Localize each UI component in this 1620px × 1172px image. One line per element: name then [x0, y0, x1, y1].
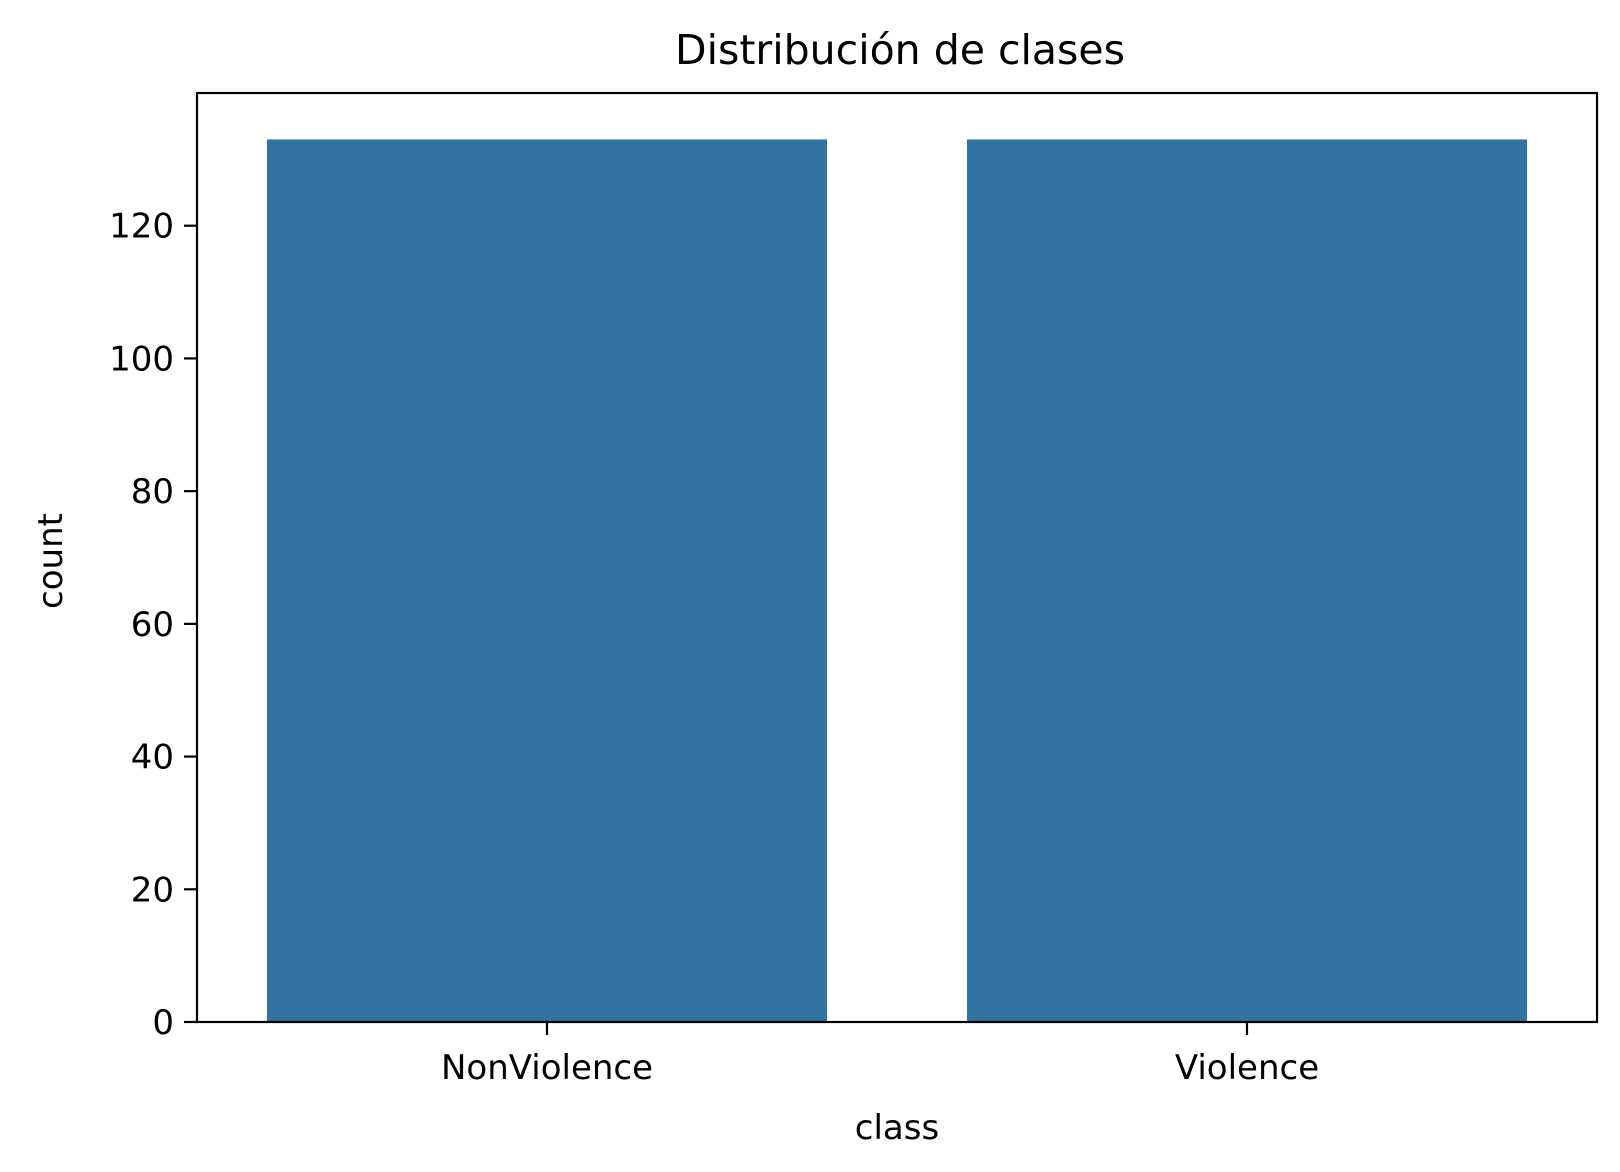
x-tick-label: NonViolence: [441, 1048, 653, 1088]
y-tick-label: 100: [109, 339, 174, 379]
x-axis: NonViolence Violence: [441, 1022, 1319, 1088]
y-tick-label: 60: [131, 605, 174, 645]
x-tick-label: Violence: [1175, 1048, 1319, 1088]
bar-violence: [967, 139, 1527, 1022]
bars-group: [267, 139, 1527, 1022]
y-tick-label: 40: [131, 738, 174, 778]
y-axis: 0 20 40 60 80 100 120: [109, 207, 197, 1043]
plot-area-frame: [195, 91, 1599, 1024]
y-tick-label: 20: [131, 870, 174, 910]
x-axis-title: class: [855, 1108, 939, 1148]
y-tick-label: 80: [131, 472, 174, 512]
bar-nonviolence: [267, 139, 827, 1022]
y-tick-label: 120: [109, 207, 174, 247]
chart-title: Distribución de clases: [675, 26, 1125, 74]
y-axis-title: count: [31, 513, 71, 609]
y-tick-label: 0: [152, 1003, 174, 1043]
